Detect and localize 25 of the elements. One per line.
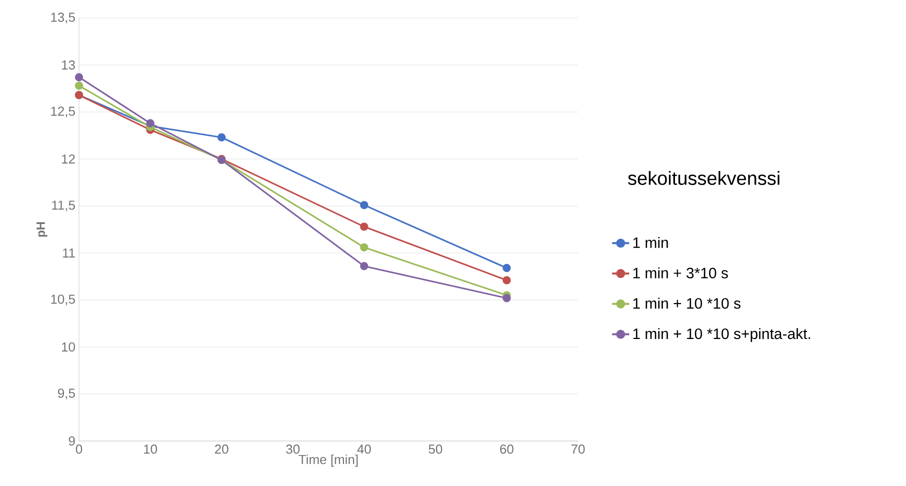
y-tick-label: 10	[62, 342, 75, 352]
legend-label: 1 min + 3*10 s	[633, 267, 728, 278]
y-tick-label: 9,5	[58, 388, 75, 400]
y-tick-label: 10,5	[51, 294, 75, 306]
y-tick-label: 12	[62, 154, 75, 164]
x-tick-label: 10	[144, 444, 158, 454]
y-tick-label: 9	[68, 436, 75, 446]
x-tick-label: 40	[357, 444, 371, 454]
x-tick-label: 50	[428, 444, 442, 454]
x-tick-label: 70	[571, 444, 585, 454]
x-tick-label: 20	[215, 444, 228, 454]
y-tick-label: 11,5	[52, 200, 75, 212]
y-tick-label: 11	[62, 248, 75, 258]
x-tick-label: 60	[500, 444, 514, 454]
y-tick-label: 13	[62, 60, 75, 70]
x-tick-label: 30	[286, 444, 300, 454]
legend-label: 1 min + 10 *10 s	[633, 298, 740, 309]
y-axis-title: pH	[36, 222, 48, 237]
legend-title: sekoitussekvenssi	[628, 171, 780, 185]
x-axis-title: Time [min]	[298, 454, 358, 467]
legend-label: 1 min + 10 *10 s+pinta-akt.	[633, 328, 810, 342]
x-tick-label: 0	[76, 444, 82, 454]
legend-label: 1 min	[633, 236, 668, 248]
y-tick-label: 12,5	[51, 106, 75, 118]
y-tick-label: 13,5	[51, 12, 75, 24]
